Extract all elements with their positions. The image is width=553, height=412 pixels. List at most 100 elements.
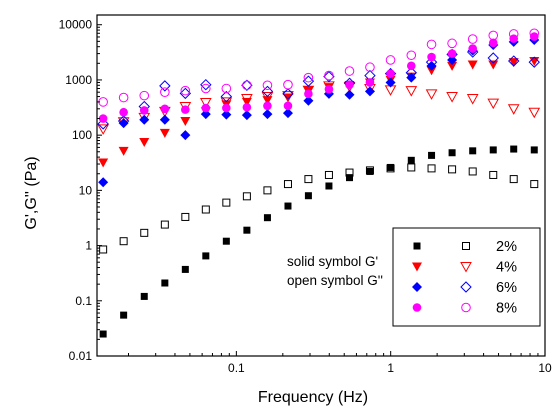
data-point [241, 97, 252, 107]
data-point [324, 170, 333, 179]
data-point [98, 177, 109, 188]
data-point [448, 149, 456, 157]
data-point [345, 80, 354, 89]
plot-layer [97, 28, 541, 338]
data-point [140, 292, 148, 300]
series-8pct-loss-modulus [98, 28, 540, 107]
axes-layer: 0.01 0.1 1 10 100 1000 10000 0.1 1 10 [59, 14, 552, 375]
data-point [241, 79, 253, 91]
data-point [99, 245, 108, 254]
data-point [324, 84, 334, 94]
data-point [528, 56, 540, 68]
data-point [324, 70, 334, 81]
data-point [426, 60, 437, 71]
data-point [181, 212, 190, 221]
legend-entry: 6% [412, 280, 517, 296]
data-point [530, 180, 539, 189]
data-point [118, 118, 129, 129]
data-point [323, 70, 335, 83]
data-point [304, 175, 313, 184]
annotation-solid-symbol: solid symbol G' [287, 254, 378, 269]
data-point [262, 109, 273, 120]
data-point [344, 66, 355, 76]
data-point [139, 138, 150, 148]
data-point [304, 192, 312, 200]
data-point [386, 69, 395, 78]
data-point [262, 80, 273, 91]
data-point [98, 114, 108, 123]
data-point [220, 90, 233, 103]
legend-marker-filled [412, 303, 422, 312]
data-point [243, 226, 251, 234]
data-point [283, 79, 293, 90]
data-point [528, 107, 541, 119]
data-point [346, 174, 354, 182]
data-point [160, 87, 170, 97]
data-point [303, 95, 314, 106]
x-tick-label: 0.1 [228, 361, 245, 375]
data-point [263, 186, 272, 195]
data-point [508, 29, 519, 39]
x-tick-label: 10 [538, 361, 552, 375]
data-point [425, 56, 438, 68]
data-point [487, 98, 500, 110]
data-point [201, 103, 211, 113]
data-point [97, 118, 109, 130]
data-point [469, 147, 477, 155]
data-point [365, 166, 374, 175]
data-point [365, 78, 375, 87]
data-point [221, 83, 232, 94]
data-point [118, 92, 129, 103]
data-point [468, 167, 477, 176]
data-point [508, 58, 519, 68]
series-2pct-loss-modulus [99, 163, 539, 254]
data-point [119, 107, 128, 117]
data-point [529, 57, 540, 67]
data-point [510, 145, 518, 153]
data-point [508, 55, 520, 67]
data-point [98, 158, 109, 168]
legend-entry: 4% [412, 260, 517, 276]
legend-label: 2% [496, 239, 517, 255]
data-point [509, 175, 518, 184]
data-point [529, 28, 540, 39]
legend-marker-open [460, 281, 472, 293]
data-point [263, 214, 271, 222]
data-point [199, 98, 212, 109]
legend-label: 8% [496, 301, 517, 317]
y-tick-label: 1 [85, 239, 92, 253]
data-point [241, 110, 252, 121]
data-point [427, 164, 436, 173]
data-point [160, 220, 169, 229]
data-point [364, 86, 375, 97]
data-point [425, 89, 438, 100]
data-point [284, 202, 292, 210]
text-layer: Frequency (Hz) G',G'' (Pa) solid symbol … [23, 156, 383, 406]
y-tick-label: 10000 [59, 18, 93, 32]
data-point [159, 80, 171, 92]
data-point [385, 55, 396, 65]
data-point [140, 228, 149, 237]
y-tick-label: 0.1 [75, 294, 92, 308]
y-tick-label: 0.01 [69, 349, 93, 363]
data-point [282, 88, 294, 100]
data-point [180, 130, 191, 141]
data-point [283, 180, 292, 189]
data-point [263, 101, 272, 111]
x-tick-label: 1 [387, 361, 394, 375]
data-point [488, 60, 499, 70]
data-point [202, 252, 210, 260]
data-point [181, 265, 189, 273]
data-point [467, 60, 478, 70]
legend-entry: 8% [412, 301, 517, 317]
data-point [161, 279, 169, 287]
data-point [200, 78, 212, 91]
data-point [242, 192, 251, 201]
data-point [282, 108, 293, 119]
data-point [387, 163, 395, 171]
y-tick-label: 1000 [65, 73, 92, 87]
data-point [180, 85, 191, 96]
data-point [241, 94, 253, 105]
data-point [200, 109, 211, 120]
data-point [530, 146, 538, 154]
